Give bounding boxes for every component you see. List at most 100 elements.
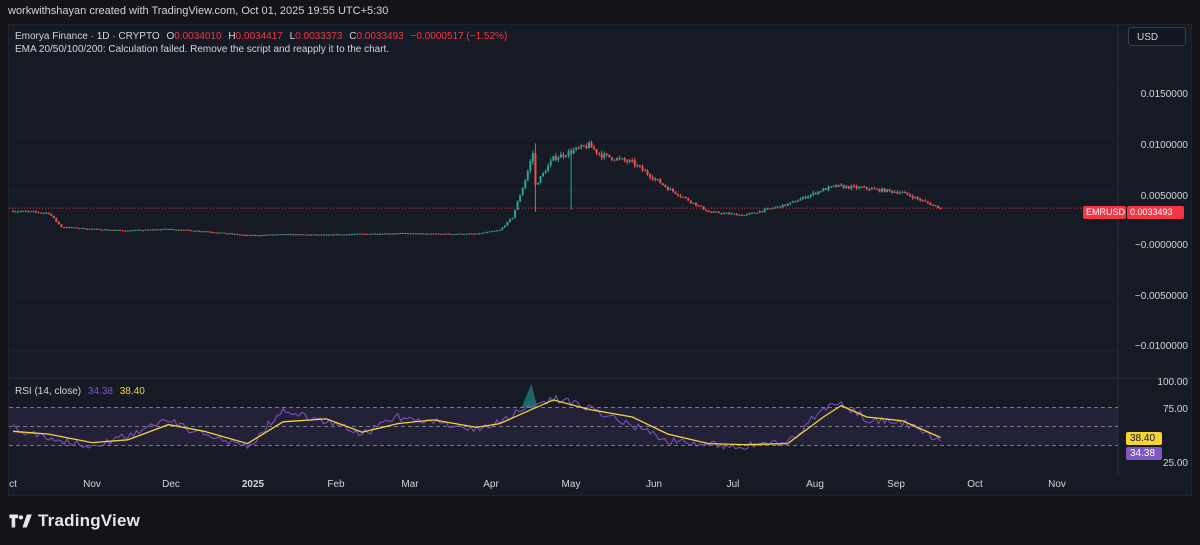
candle-body xyxy=(141,230,144,232)
candle-body xyxy=(674,191,677,194)
candle-body xyxy=(124,230,127,232)
candle-body xyxy=(210,231,213,233)
candle-body xyxy=(192,230,195,232)
candle-body xyxy=(498,229,501,231)
candle-body xyxy=(249,235,251,237)
candle-body xyxy=(305,234,308,236)
candle-body xyxy=(317,234,320,236)
change-value: −0.0000517 (−1.52%) xyxy=(410,31,508,42)
currency-button[interactable]: USD xyxy=(1128,27,1186,46)
candle-body xyxy=(478,233,481,235)
candle-body xyxy=(427,233,430,235)
candle-body xyxy=(455,233,458,235)
candle-body xyxy=(264,234,267,236)
candle-body xyxy=(330,234,333,236)
candle-body xyxy=(103,229,106,231)
candle-body xyxy=(106,229,109,231)
candle-body xyxy=(198,230,201,232)
candle-body xyxy=(486,231,488,233)
candle-body xyxy=(730,213,733,215)
candle-body xyxy=(422,233,425,235)
candle-body xyxy=(529,161,532,171)
candle-body xyxy=(723,213,725,215)
ema-legend[interactable]: EMA 20/50/100/200: Calculation failed. R… xyxy=(15,44,390,55)
candle-body xyxy=(809,194,812,197)
candle-body xyxy=(55,217,58,222)
candle-body xyxy=(108,229,111,231)
candle-body xyxy=(776,206,779,208)
candle-body xyxy=(45,212,48,214)
tradingview-brand[interactable]: TradingView xyxy=(8,508,140,534)
symbol-legend[interactable]: Emorya Finance · 1D · CRYPTO O0.0034010 … xyxy=(15,31,507,43)
candle-body xyxy=(338,234,341,236)
candle-body xyxy=(488,231,491,233)
candle-body xyxy=(725,212,728,214)
price-axis-label: −0.0050000 xyxy=(1134,291,1188,302)
candle-body xyxy=(638,165,641,167)
candle-body xyxy=(893,192,896,194)
candle-body xyxy=(429,233,432,235)
candle-body xyxy=(804,196,807,199)
candle-body xyxy=(712,211,715,213)
candle-body xyxy=(162,228,165,230)
candle-body xyxy=(728,212,731,215)
candle-body xyxy=(934,205,937,207)
candle-body xyxy=(450,234,453,236)
candle-body xyxy=(208,231,211,233)
candle-body xyxy=(190,230,193,232)
time-axis-label: Aug xyxy=(806,479,824,490)
candle-body xyxy=(277,234,280,236)
candle-body xyxy=(32,211,35,213)
candle-body xyxy=(715,211,718,213)
candle-body xyxy=(557,157,560,160)
candle-body xyxy=(457,233,460,235)
candle-body xyxy=(241,234,244,236)
candle-body xyxy=(437,233,440,235)
candle-body xyxy=(294,234,297,236)
last-price-tag: 0.0033493 xyxy=(1127,206,1184,219)
rsi-legend[interactable]: RSI (14, close) 34.38 38.40 xyxy=(15,386,145,397)
candle-body xyxy=(582,145,585,147)
candle-body xyxy=(396,233,399,235)
candle-body xyxy=(875,188,878,190)
candle-body xyxy=(445,233,448,235)
candle-body xyxy=(170,228,172,230)
candle-body xyxy=(401,233,404,235)
candle-body xyxy=(924,200,927,202)
candle-body xyxy=(73,227,76,229)
candle-body xyxy=(779,206,782,208)
candle-body xyxy=(799,198,802,201)
candle-body xyxy=(361,233,364,235)
candle-body xyxy=(580,145,583,148)
candle-body xyxy=(784,204,787,206)
candle-body xyxy=(654,178,657,180)
candle-body xyxy=(139,229,142,231)
candle-body xyxy=(40,212,43,214)
candle-body xyxy=(172,228,175,230)
candle-body xyxy=(649,174,652,178)
candle-body xyxy=(651,177,654,180)
candle-body xyxy=(587,142,590,149)
rsi-value-tag: 34.38 xyxy=(1126,447,1162,460)
candle-body xyxy=(717,211,720,214)
candle-body xyxy=(687,198,690,201)
candle-body xyxy=(463,234,466,236)
candle-body xyxy=(916,197,919,199)
candle-body xyxy=(682,196,685,198)
candle-body xyxy=(756,212,759,214)
candle-body xyxy=(19,211,22,213)
candle-body xyxy=(796,200,799,202)
chart-frame[interactable] xyxy=(8,24,1192,496)
candle-body xyxy=(417,233,420,235)
candle-body xyxy=(460,233,463,235)
candle-body xyxy=(575,147,578,151)
candle-body xyxy=(368,233,371,235)
candle-body xyxy=(521,187,524,196)
candle-body xyxy=(753,212,756,214)
candle-body xyxy=(42,212,45,214)
candle-body xyxy=(134,230,137,232)
candle-body xyxy=(185,229,188,231)
candle-body xyxy=(340,234,343,236)
candle-body xyxy=(213,232,216,234)
